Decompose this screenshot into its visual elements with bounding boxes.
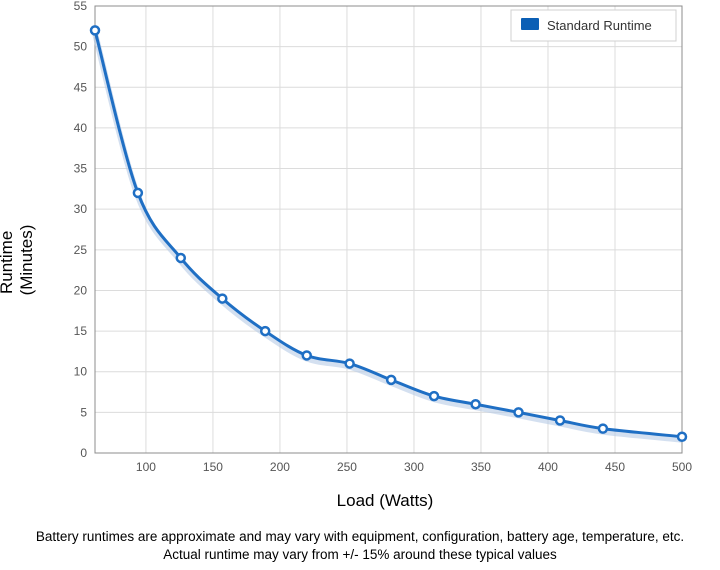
x-tick-label: 250 [337, 460, 357, 474]
data-point[interactable] [676, 431, 688, 442]
y-tick-label: 40 [74, 121, 88, 135]
legend[interactable]: Standard Runtime [510, 9, 677, 42]
data-point[interactable] [554, 415, 566, 426]
y-tick-label: 20 [74, 283, 88, 297]
data-point[interactable] [470, 398, 481, 410]
data-point[interactable] [89, 25, 101, 36]
data-point[interactable] [259, 325, 271, 337]
footnote-line-1: Battery runtimes are approximate and may… [35, 529, 685, 544]
x-axis-title: Load (Watts) [337, 491, 434, 510]
data-point[interactable] [301, 350, 312, 361]
y-tick-label: 45 [74, 80, 88, 94]
y-tick-label: 30 [74, 202, 88, 216]
legend-swatch [521, 18, 539, 30]
x-tick-label: 150 [203, 460, 223, 474]
x-tick-label: 400 [538, 460, 558, 474]
legend-label: Standard Runtime [547, 18, 652, 33]
y-tick-label: 5 [80, 405, 87, 419]
x-tick-label: 350 [471, 460, 491, 474]
grid-lines [95, 6, 682, 453]
footnote-line-2: Actual runtime may vary from +/- 15% aro… [163, 547, 557, 562]
data-point[interactable] [385, 374, 397, 386]
runtime-chart: 0 5 10 15 20 25 30 35 40 45 50 55 100 150 200 250 300 35… [0, 0, 692, 510]
x-axis-ticks: 100 150 200 250 300 350 400 450 500 [136, 460, 692, 474]
x-tick-label: 300 [404, 460, 424, 474]
data-point[interactable] [513, 407, 524, 418]
data-point[interactable] [175, 252, 187, 264]
y-tick-label: 0 [80, 446, 87, 460]
x-tick-label: 450 [605, 460, 625, 474]
data-point[interactable] [217, 293, 228, 304]
x-tick-label: 100 [136, 460, 156, 474]
y-axis-title: Runtime (Minutes) [0, 225, 36, 296]
series-points [89, 25, 688, 442]
data-point[interactable] [344, 358, 355, 369]
data-point[interactable] [428, 390, 440, 402]
y-axis-ticks: 0 5 10 15 20 25 30 35 40 45 50 55 [74, 0, 88, 460]
plot-area-frame [94, 5, 683, 454]
y-tick-label: 10 [74, 365, 88, 379]
x-tick-label: 200 [270, 460, 290, 474]
y-tick-label: 50 [74, 40, 88, 54]
data-point[interactable] [597, 423, 609, 434]
y-tick-label: 25 [74, 243, 88, 257]
data-point[interactable] [132, 187, 144, 199]
footnote: Battery runtimes are approximate and may… [0, 528, 720, 564]
y-tick-label: 15 [74, 324, 88, 338]
y-tick-label: 55 [74, 0, 88, 13]
x-tick-label: 500 [672, 460, 692, 474]
y-tick-label: 35 [74, 162, 88, 176]
